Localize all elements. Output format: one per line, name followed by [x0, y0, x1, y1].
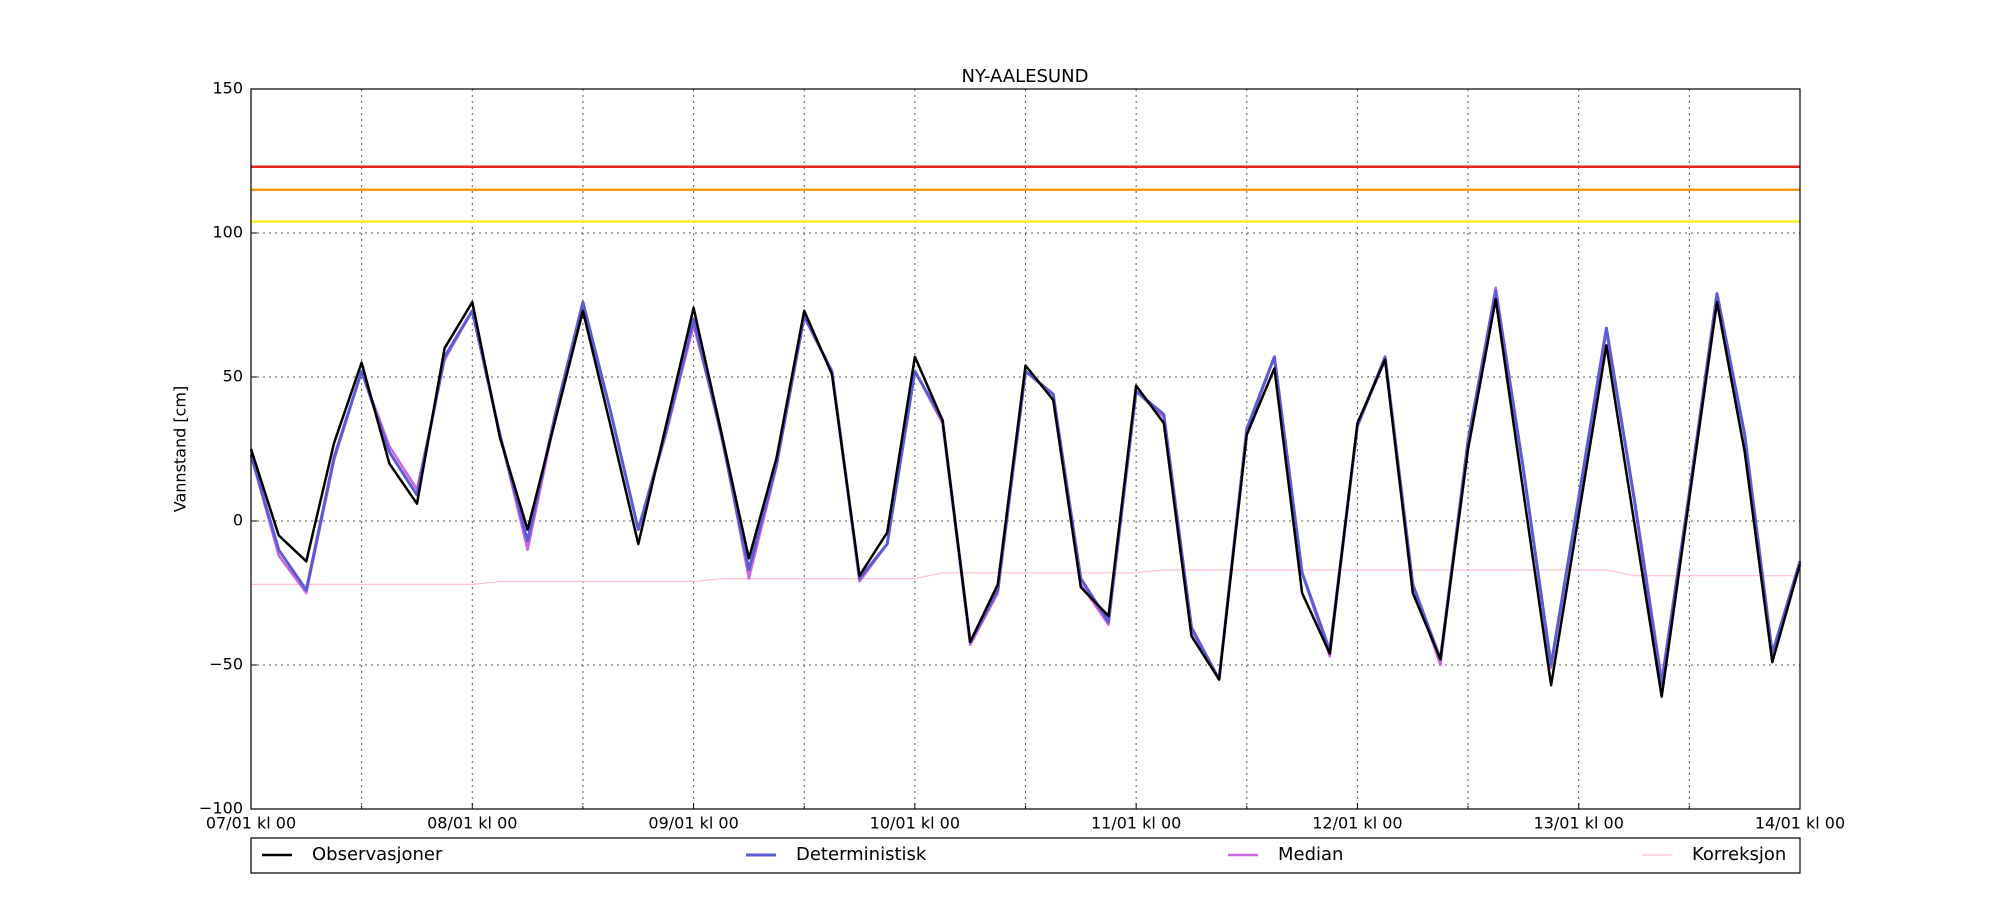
series-line	[249, 297, 1802, 698]
x-tick-label: 08/01 kl 00	[427, 814, 517, 833]
legend-label: Korreksjon	[1692, 844, 1786, 865]
series-line	[249, 289, 1802, 687]
series-line	[251, 569, 1800, 586]
y-tick-label: −100	[199, 799, 243, 818]
y-tick-label: −50	[209, 655, 243, 674]
y-tick-label: 150	[212, 79, 243, 98]
y-axis-label: Vannstand [cm]	[171, 386, 190, 512]
x-tick-label: 11/01 kl 00	[1091, 814, 1181, 833]
y-tick-label: 0	[233, 511, 243, 530]
x-tick-label: 14/01 kl 00	[1755, 814, 1845, 833]
series-line	[249, 286, 1802, 681]
legend-label: Observasjoner	[312, 844, 443, 865]
plot-frame	[250, 88, 1801, 810]
legend-label: Median	[1278, 844, 1343, 865]
chart-title: NY-AALESUND	[962, 66, 1089, 87]
legend-box	[250, 837, 1801, 874]
x-tick-label: 10/01 kl 00	[870, 814, 960, 833]
y-tick-label: 50	[223, 367, 243, 386]
legend-label: Deterministisk	[796, 844, 927, 865]
y-tick-label: 100	[212, 223, 243, 242]
x-tick-label: 07/01 kl 00	[206, 814, 296, 833]
x-tick-label: 13/01 kl 00	[1534, 814, 1624, 833]
x-tick-label: 09/01 kl 00	[648, 814, 738, 833]
x-tick-label: 12/01 kl 00	[1312, 814, 1402, 833]
